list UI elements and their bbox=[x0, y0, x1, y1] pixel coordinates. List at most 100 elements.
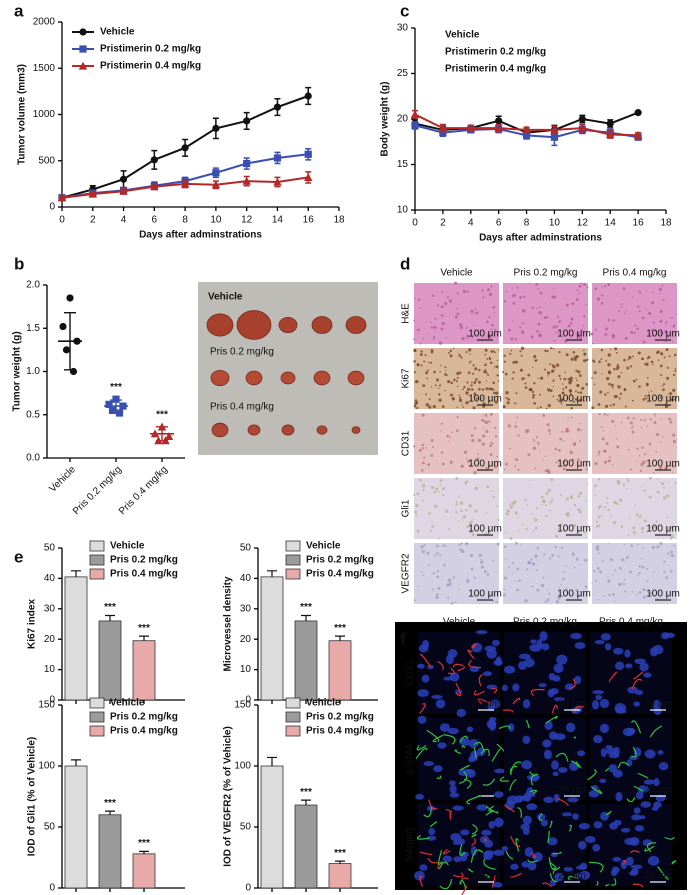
vessel bbox=[437, 660, 444, 671]
texture bbox=[502, 404, 506, 409]
tumor bbox=[281, 424, 295, 436]
texture bbox=[446, 596, 450, 599]
vessel bbox=[419, 875, 423, 887]
nucleus bbox=[633, 807, 641, 814]
texture bbox=[466, 290, 469, 293]
texture bbox=[611, 419, 615, 423]
nucleus bbox=[553, 697, 565, 702]
texture bbox=[456, 376, 459, 379]
vessel bbox=[471, 643, 478, 649]
texture bbox=[415, 514, 418, 517]
vessel bbox=[419, 703, 426, 714]
bar bbox=[98, 620, 122, 701]
marker bbox=[212, 124, 220, 132]
texture bbox=[466, 580, 470, 583]
texture bbox=[437, 304, 440, 307]
nucleus bbox=[487, 702, 496, 712]
texture bbox=[447, 380, 451, 384]
texture bbox=[426, 551, 430, 555]
vessel bbox=[657, 866, 669, 880]
texture bbox=[469, 553, 473, 558]
texture bbox=[646, 308, 648, 310]
y-axis-title: Tumor volume (mm3) bbox=[17, 64, 28, 165]
texture bbox=[635, 378, 638, 381]
texture bbox=[458, 396, 462, 400]
texture bbox=[533, 382, 536, 385]
texture bbox=[426, 377, 428, 380]
texture bbox=[539, 376, 544, 380]
texture bbox=[601, 560, 604, 563]
y-tick-label: 20 bbox=[397, 114, 409, 125]
texture bbox=[569, 495, 574, 499]
texture bbox=[466, 393, 468, 395]
texture bbox=[413, 404, 417, 408]
texture bbox=[473, 427, 477, 430]
vessel bbox=[637, 772, 649, 779]
texture bbox=[484, 420, 488, 425]
nucleus bbox=[600, 633, 611, 641]
texture bbox=[670, 553, 675, 558]
texture bbox=[482, 402, 486, 406]
texture bbox=[415, 401, 419, 404]
legend-swatch bbox=[89, 697, 105, 709]
texture bbox=[497, 489, 500, 492]
texture bbox=[630, 544, 634, 548]
texture bbox=[431, 349, 434, 352]
bar bbox=[64, 765, 88, 889]
texture bbox=[416, 492, 420, 496]
texture bbox=[457, 520, 460, 522]
texture bbox=[464, 542, 469, 546]
texture bbox=[657, 359, 660, 361]
nucleus bbox=[522, 828, 530, 836]
texture bbox=[619, 566, 622, 570]
texture bbox=[448, 299, 453, 303]
texture bbox=[617, 375, 621, 379]
texture bbox=[547, 403, 551, 408]
scale-bar-label: 100 μm bbox=[557, 394, 591, 405]
nucleus bbox=[494, 790, 504, 798]
texture bbox=[495, 571, 497, 573]
texture bbox=[665, 321, 668, 324]
x-tick-label: 2 bbox=[90, 215, 96, 226]
y-axis-title: Tumor weight (g) bbox=[12, 331, 23, 411]
texture bbox=[620, 371, 623, 374]
nucleus bbox=[637, 785, 650, 793]
vessel bbox=[644, 845, 655, 852]
texture bbox=[601, 286, 604, 288]
texture bbox=[610, 348, 612, 350]
texture bbox=[466, 334, 470, 338]
texture bbox=[608, 382, 611, 386]
texture bbox=[413, 371, 417, 374]
x-tick-label: 8 bbox=[524, 218, 530, 229]
texture bbox=[661, 435, 664, 438]
nucleus bbox=[644, 749, 656, 759]
texture bbox=[516, 286, 519, 289]
texture bbox=[461, 517, 463, 520]
nucleus bbox=[421, 674, 430, 683]
x-tick-label: 0 bbox=[59, 215, 65, 226]
texture bbox=[536, 559, 538, 561]
texture bbox=[414, 381, 416, 383]
texture bbox=[580, 429, 583, 432]
texture bbox=[528, 387, 532, 392]
texture bbox=[433, 370, 436, 374]
texture bbox=[604, 285, 607, 288]
texture bbox=[573, 503, 577, 507]
texture bbox=[597, 552, 600, 555]
texture bbox=[425, 447, 428, 449]
legend-label: Pris 0.2 mg/kg bbox=[110, 712, 178, 723]
texture bbox=[622, 582, 626, 586]
marker bbox=[119, 175, 128, 183]
texture bbox=[656, 545, 660, 549]
texture bbox=[441, 487, 445, 491]
texture bbox=[674, 482, 677, 485]
texture bbox=[649, 418, 652, 421]
scale-bar-label: 100 μm bbox=[557, 589, 591, 600]
texture bbox=[674, 398, 676, 401]
texture bbox=[597, 403, 601, 407]
nucleus bbox=[428, 827, 436, 836]
texture bbox=[517, 434, 520, 437]
x-tick-label: Pris 0.4 mg/kg bbox=[117, 464, 170, 517]
significance: *** bbox=[104, 602, 116, 613]
vessel bbox=[502, 709, 514, 713]
